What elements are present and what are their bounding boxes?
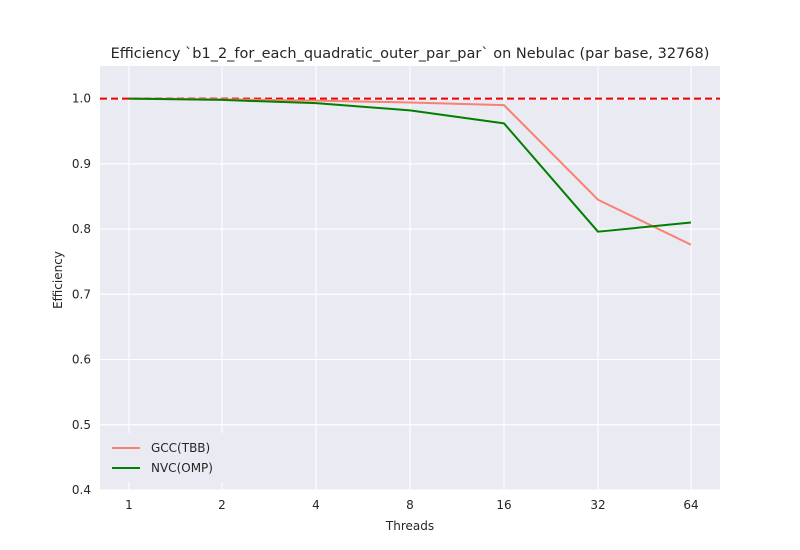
x-axis-label: Threads — [385, 519, 434, 533]
grid — [100, 66, 720, 491]
legend-box — [105, 433, 230, 482]
x-tick-label: 16 — [496, 498, 511, 512]
x-tick-label: 2 — [218, 498, 226, 512]
x-tick-label: 4 — [312, 498, 320, 512]
chart-title: Efficiency `b1_2_for_each_quadratic_oute… — [111, 46, 710, 62]
legend-label-nvc: NVC(OMP) — [151, 461, 213, 475]
x-tick-label: 64 — [683, 498, 698, 512]
legend: GCC(TBB) NVC(OMP) — [105, 433, 230, 482]
x-tick-label: 1 — [125, 498, 133, 512]
y-axis-label: Efficiency — [51, 251, 65, 309]
series-line-1 — [128, 97, 692, 233]
y-tick-label: 0.5 — [72, 418, 91, 432]
y-tick-label: 1.0 — [72, 92, 91, 106]
y-tick-label: 0.6 — [72, 353, 91, 367]
x-tick-label: 32 — [590, 498, 605, 512]
y-tick-label: 0.7 — [72, 287, 91, 301]
x-tick-label: 8 — [406, 498, 414, 512]
y-tick-label: 0.9 — [72, 157, 91, 171]
y-tick-label: 0.4 — [72, 483, 91, 497]
x-axis-ticks: 1 2 4 8 16 32 64 — [125, 498, 698, 512]
series-lines — [128, 97, 692, 246]
legend-label-gcc: GCC(TBB) — [151, 441, 210, 455]
y-tick-label: 0.8 — [72, 222, 91, 236]
y-axis-ticks: 0.4 0.5 0.6 0.7 0.8 0.9 1.0 — [72, 92, 91, 497]
